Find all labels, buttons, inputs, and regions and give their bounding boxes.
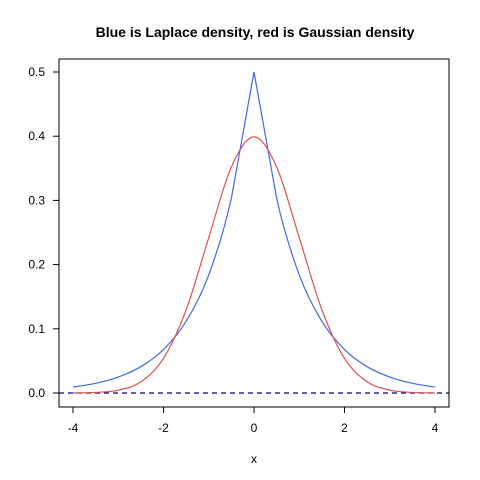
y-axis: 0.0 0.1 0.2 0.3 0.4 0.5 xyxy=(28,65,60,400)
x-axis: -4 -2 0 2 4 xyxy=(68,406,439,435)
y-tick-label: 0.5 xyxy=(28,65,45,79)
y-tick-label: 0.1 xyxy=(28,322,45,336)
x-tick-label: -4 xyxy=(68,421,79,435)
y-tick-label: 0.3 xyxy=(28,193,45,207)
x-tick-label: -2 xyxy=(158,421,169,435)
laplace-density-line xyxy=(72,71,436,388)
y-tick-label: 0.4 xyxy=(28,129,45,143)
y-tick-label: 0.0 xyxy=(28,386,45,400)
x-axis-label: x xyxy=(251,452,257,466)
y-tick-label: 0.2 xyxy=(28,258,45,272)
x-tick-label: 0 xyxy=(251,421,258,435)
chart-title: Blue is Laplace density, red is Gaussian… xyxy=(96,24,415,40)
x-tick-label: 4 xyxy=(432,421,439,435)
series-group xyxy=(72,71,436,394)
gaussian-density-line xyxy=(72,136,436,394)
plot-frame xyxy=(58,58,450,408)
x-tick-label: 2 xyxy=(341,421,348,435)
